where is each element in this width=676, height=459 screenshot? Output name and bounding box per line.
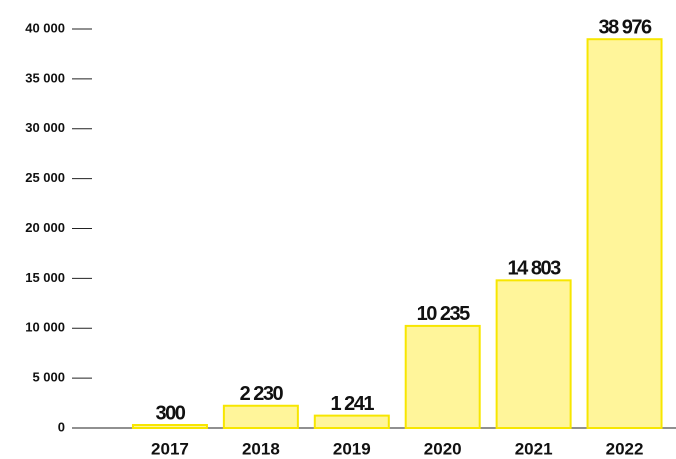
bar — [586, 38, 663, 430]
x-tick-label: 2019 — [333, 439, 371, 458]
x-tick-label: 2017 — [151, 439, 189, 458]
y-tick-label: 15 000 — [25, 270, 65, 285]
x-tick-label: 2022 — [606, 439, 644, 458]
y-tick-label: 25 000 — [25, 170, 65, 185]
y-tick-label: 40 000 — [25, 20, 65, 35]
value-label: 1 241 — [331, 393, 375, 415]
value-label: 2 230 — [240, 383, 284, 405]
y-tick-label: 35 000 — [25, 70, 65, 85]
value-label: 14 803 — [508, 258, 562, 280]
value-label: 38 976 — [598, 16, 652, 38]
bar — [404, 324, 481, 430]
y-tick-label: 20 000 — [25, 220, 65, 235]
y-tick-label: 10 000 — [25, 320, 65, 335]
y-tick-label: 5 000 — [32, 370, 65, 385]
bar — [222, 404, 299, 429]
bar — [495, 279, 572, 430]
value-label: 300 — [156, 402, 186, 424]
y-tick-label: 30 000 — [25, 120, 65, 135]
x-tick-label: 2021 — [515, 439, 553, 458]
bar — [131, 424, 208, 430]
x-tick-label: 2018 — [242, 439, 280, 458]
bar — [313, 414, 390, 430]
value-label: 10 235 — [417, 303, 471, 325]
y-tick-label: 0 — [58, 419, 65, 434]
x-tick-label: 2020 — [424, 439, 462, 458]
